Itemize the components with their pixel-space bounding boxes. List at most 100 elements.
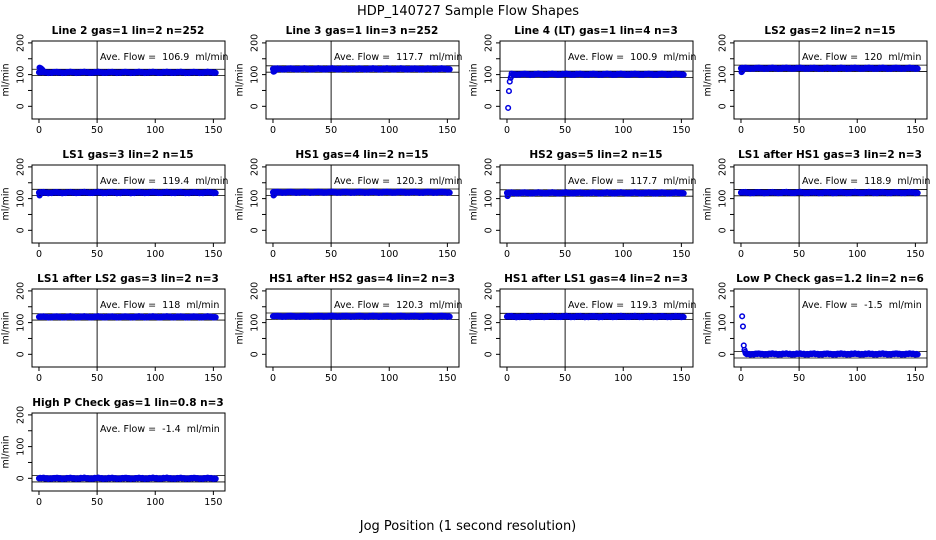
data-series bbox=[35, 474, 219, 483]
plot-grid: Line 2 gas=1 lin=2 n=252 0 100 200 0 50 100 150… bbox=[0, 22, 936, 518]
plot-box bbox=[499, 288, 694, 368]
y-tick-label: 200 bbox=[16, 158, 27, 176]
subplot-11: HS1 after LS1 gas=4 lin=2 n=3 0 100 200 0 50 1… bbox=[469, 273, 697, 384]
subplot-y-axis-label: ml/min bbox=[235, 187, 246, 220]
data-point bbox=[680, 190, 687, 197]
average-flow-annotation: Ave. Flow = 106.9 ml/min bbox=[100, 52, 228, 63]
subplot-title: High P Check gas=1 lin=0.8 n=3 bbox=[32, 397, 223, 409]
x-tick-label: 50 bbox=[91, 497, 103, 508]
x-tick-label: 50 bbox=[793, 125, 805, 136]
x-tick-label: 0 bbox=[36, 497, 42, 508]
subplot-title: Line 4 (LT) gas=1 lin=4 n=3 bbox=[514, 25, 678, 37]
subplot-y-axis-label: ml/min bbox=[235, 63, 246, 96]
y-tick-label: 100 bbox=[718, 66, 729, 84]
subplot-6: HS1 gas=4 lin=2 n=15 0 100 200 0 50 100 150 ml/m… bbox=[235, 149, 463, 260]
x-tick-label: 0 bbox=[738, 373, 744, 384]
data-series bbox=[737, 64, 921, 76]
subplot-cell: LS1 gas=3 lin=2 n=15 0 100 200 0 50 100 150 ml/m… bbox=[0, 146, 234, 270]
data-series bbox=[269, 65, 453, 75]
y-tick-label: 200 bbox=[16, 406, 27, 424]
x-tick-label: 100 bbox=[848, 373, 866, 384]
data-series bbox=[505, 70, 687, 111]
plot-box bbox=[499, 40, 694, 120]
x-tick-label: 100 bbox=[380, 373, 398, 384]
subplot-title: LS1 after LS2 gas=3 lin=2 n=3 bbox=[37, 273, 219, 285]
subplot-y-axis-label: ml/min bbox=[703, 311, 714, 344]
y-tick-label: 200 bbox=[718, 158, 729, 176]
y-tick-label: 100 bbox=[16, 66, 27, 84]
subplot-y-axis-label: ml/min bbox=[703, 187, 714, 220]
average-flow-annotation: Ave. Flow = 120.3 ml/min bbox=[334, 300, 462, 311]
subplot-10: HS1 after HS2 gas=4 lin=2 n=3 0 100 200 0 50 1… bbox=[235, 273, 463, 384]
plot-box bbox=[31, 412, 226, 492]
x-tick-label: 50 bbox=[91, 373, 103, 384]
transient-data-point bbox=[39, 67, 46, 74]
y-tick-label: 100 bbox=[484, 190, 495, 208]
x-tick-label: 0 bbox=[36, 249, 42, 260]
x-tick-label: 100 bbox=[848, 125, 866, 136]
y-tick-label: 0 bbox=[484, 103, 495, 109]
subplot-2: Line 3 gas=1 lin=3 n=252 0 100 200 0 50 100 150… bbox=[235, 25, 463, 136]
y-tick-label: 100 bbox=[250, 190, 261, 208]
average-flow-annotation: Ave. Flow = 117.7 ml/min bbox=[568, 176, 696, 187]
y-tick-label: 0 bbox=[250, 103, 261, 109]
plot-box bbox=[31, 288, 226, 368]
x-tick-label: 50 bbox=[325, 373, 337, 384]
y-tick-label: 200 bbox=[484, 158, 495, 176]
x-tick-label: 0 bbox=[270, 373, 276, 384]
x-tick-label: 150 bbox=[672, 373, 690, 384]
x-tick-label: 150 bbox=[906, 125, 924, 136]
data-point bbox=[446, 189, 453, 196]
average-flow-annotation: Ave. Flow = 100.9 ml/min bbox=[568, 52, 696, 63]
x-tick-label: 0 bbox=[270, 125, 276, 136]
data-series bbox=[269, 188, 453, 199]
data-point bbox=[212, 314, 219, 321]
transient-data-point bbox=[272, 67, 279, 74]
data-series bbox=[503, 312, 687, 321]
x-tick-label: 150 bbox=[906, 373, 924, 384]
x-tick-label: 50 bbox=[793, 373, 805, 384]
x-tick-label: 50 bbox=[91, 125, 103, 136]
data-series bbox=[35, 64, 219, 77]
y-tick-label: 0 bbox=[718, 351, 729, 357]
y-tick-label: 0 bbox=[718, 227, 729, 233]
y-tick-label: 0 bbox=[16, 103, 27, 109]
x-tick-label: 0 bbox=[504, 373, 510, 384]
data-point bbox=[914, 65, 921, 72]
x-tick-label: 150 bbox=[438, 125, 456, 136]
data-point bbox=[914, 351, 921, 358]
y-tick-label: 100 bbox=[16, 438, 27, 456]
x-tick-label: 100 bbox=[146, 497, 164, 508]
data-series bbox=[503, 189, 687, 200]
x-tick-label: 150 bbox=[438, 249, 456, 260]
y-tick-label: 100 bbox=[250, 314, 261, 332]
transient-data-point bbox=[739, 67, 746, 74]
plot-box bbox=[733, 288, 928, 368]
y-tick-label: 100 bbox=[16, 314, 27, 332]
subplot-title: Low P Check gas=1.2 lin=2 n=6 bbox=[736, 273, 924, 285]
x-tick-label: 0 bbox=[738, 249, 744, 260]
subplot-12: Low P Check gas=1.2 lin=2 n=6 0 100 200 0 50 1… bbox=[703, 273, 928, 384]
x-tick-label: 100 bbox=[380, 249, 398, 260]
y-tick-label: 200 bbox=[718, 282, 729, 300]
x-tick-label: 0 bbox=[738, 125, 744, 136]
y-tick-label: 0 bbox=[16, 227, 27, 233]
data-point bbox=[212, 69, 219, 76]
x-tick-label: 0 bbox=[504, 125, 510, 136]
subplot-4: LS2 gas=2 lin=2 n=15 0 100 200 0 50 100 150 ml/m… bbox=[703, 25, 928, 136]
subplot-cell: Low P Check gas=1.2 lin=2 n=6 0 100 200 0 50 1… bbox=[702, 270, 936, 394]
subplot-cell: LS2 gas=2 lin=2 n=15 0 100 200 0 50 100 150 ml/m… bbox=[702, 22, 936, 146]
data-point bbox=[446, 313, 453, 320]
average-flow-annotation: Ave. Flow = -1.4 ml/min bbox=[100, 424, 220, 435]
x-tick-label: 50 bbox=[91, 249, 103, 260]
transient-data-point bbox=[739, 313, 746, 320]
subplot-cell: Line 2 gas=1 lin=2 n=252 0 100 200 0 50 100 150… bbox=[0, 22, 234, 146]
y-tick-label: 200 bbox=[484, 282, 495, 300]
x-tick-label: 100 bbox=[146, 249, 164, 260]
plot-box bbox=[499, 164, 694, 244]
subplot-y-axis-label: ml/min bbox=[1, 63, 12, 96]
average-flow-annotation: Ave. Flow = 119.3 ml/min bbox=[568, 300, 696, 311]
x-tick-label: 150 bbox=[672, 125, 690, 136]
y-tick-label: 100 bbox=[718, 190, 729, 208]
subplot-7: HS2 gas=5 lin=2 n=15 0 100 200 0 50 100 150 ml/m… bbox=[469, 149, 697, 260]
